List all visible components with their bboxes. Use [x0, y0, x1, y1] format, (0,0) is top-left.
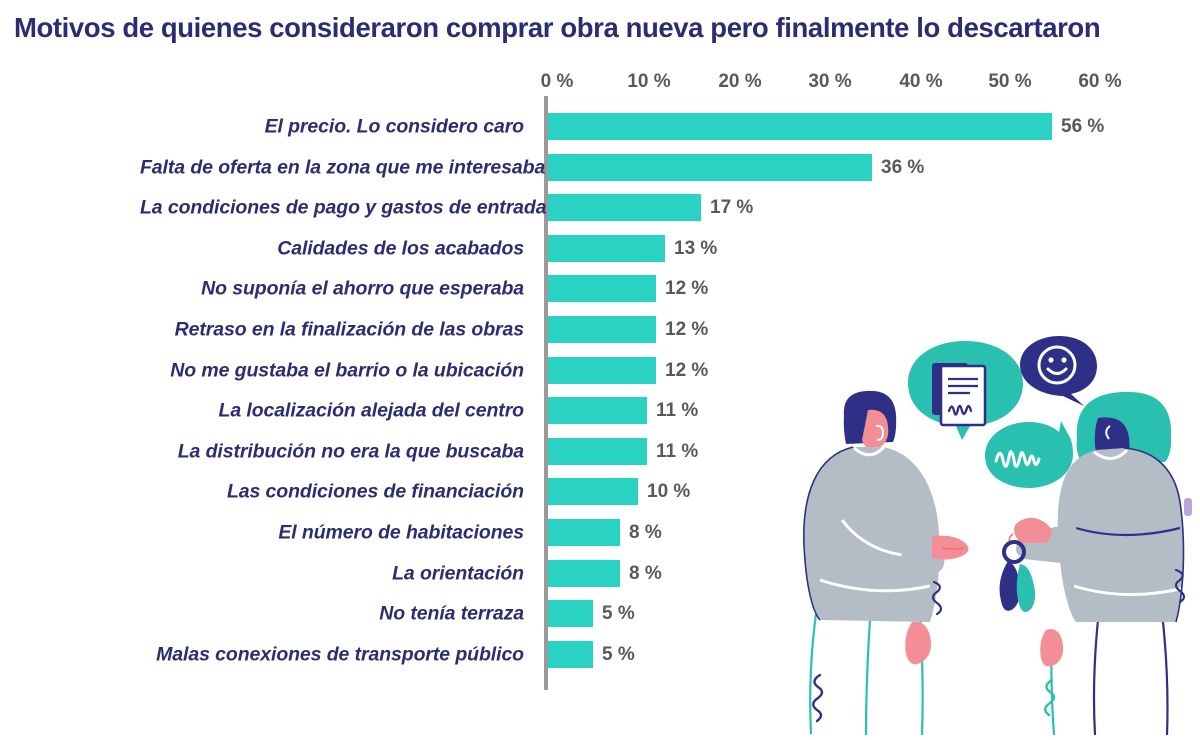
x-tick-0: 0 %: [540, 71, 574, 92]
bar-value-label: 56 %: [1061, 115, 1105, 137]
bar-category-label: La orientación: [392, 562, 524, 584]
bar-category-label: No suponía el ahorro que esperaba: [201, 277, 524, 299]
x-tick-10: 10 %: [627, 71, 671, 92]
bar: [548, 438, 647, 465]
page-title: Motivos de quienes consideraron comprar …: [14, 12, 1101, 43]
bar-value-label: 36 %: [881, 156, 925, 178]
bar-row: La distribución no era la que buscaba 11 …: [0, 438, 1200, 465]
bar: [548, 357, 656, 384]
bar-value-label: 10 %: [647, 480, 691, 502]
bar-value-label: 12 %: [665, 359, 709, 381]
house-keys-icon: [999, 540, 1036, 613]
bar-row: Falta de oferta en la zona que me intere…: [0, 154, 1200, 181]
person-right: [1008, 391, 1192, 736]
bar-category-label: Retraso en la finalización de las obras: [174, 318, 524, 340]
bar-value-label: 12 %: [665, 277, 709, 299]
bar-row: El precio. Lo considero caro 56 %: [0, 113, 1200, 140]
x-tick-20: 20 %: [718, 71, 762, 92]
two-people-handing-over-keys-illustration: [780, 330, 1200, 736]
bar-category-label: No me gustaba el barrio o la ubicación: [170, 359, 524, 381]
bar: [548, 275, 656, 302]
bar-category-label: La condiciones de pago y gastos de entra…: [140, 196, 547, 218]
bar-row: Calidades de los acabados 13 %: [0, 235, 1200, 262]
bar: [548, 600, 593, 627]
bar-row: La condiciones de pago y gastos de entra…: [0, 194, 1200, 221]
bar: [548, 641, 593, 668]
bar-value-label: 13 %: [674, 237, 718, 259]
speech-bubble-signature-icon: [985, 421, 1073, 488]
speech-bubble-smiley-icon: [1020, 336, 1097, 406]
bar-category-label: Calidades de los acabados: [277, 237, 524, 259]
x-tick-40: 40 %: [899, 71, 943, 92]
bar-value-label: 5 %: [602, 643, 635, 665]
bar: [548, 113, 1052, 140]
bar-value-label: 5 %: [602, 602, 635, 624]
bar-category-label: El número de habitaciones: [278, 521, 524, 543]
bar-value-label: 8 %: [629, 521, 662, 543]
bar: [548, 560, 620, 587]
bar-value-label: 12 %: [665, 318, 709, 340]
bar: [548, 194, 701, 221]
bar-category-label: La distribución no era la que buscaba: [177, 440, 524, 462]
y-axis-spine: [544, 96, 548, 690]
bar-category-label: Las condiciones de financiación: [226, 480, 524, 502]
bar-row: La orientación 8 %: [0, 560, 1200, 587]
x-tick-60: 60 %: [1078, 71, 1122, 92]
bar-category-label: No tenía terraza: [379, 602, 524, 624]
bar: [548, 316, 656, 343]
bar-value-label: 11 %: [656, 440, 699, 462]
bar: [548, 235, 665, 262]
person-left: [803, 390, 969, 736]
bar: [548, 478, 638, 505]
bar: [548, 397, 647, 424]
bar-category-label: Falta de oferta en la zona que me intere…: [140, 156, 546, 178]
bar-row: La localización alejada del centro 11 %: [0, 397, 1200, 424]
speech-bubble-contract-icon: [908, 341, 1023, 440]
bar-row: Las condiciones de financiación 10 %: [0, 478, 1200, 505]
x-tick-50: 50 %: [988, 71, 1032, 92]
bar: [548, 154, 872, 181]
x-tick-30: 30 %: [808, 71, 852, 92]
bar-category-label: Malas conexiones de transporte público: [156, 643, 524, 665]
bar-category-label: El precio. Lo considero caro: [264, 115, 525, 137]
bar-value-label: 17 %: [710, 196, 754, 218]
bar-category-label: La localización alejada del centro: [218, 399, 525, 421]
bar-value-label: 8 %: [629, 562, 662, 584]
bar-row: Malas conexiones de transporte público 5 …: [0, 641, 1200, 668]
bar-row: No me gustaba el barrio o la ubicación 12…: [0, 357, 1200, 384]
bar-row: No tenía terraza 5 %: [0, 600, 1200, 627]
bar: [548, 519, 620, 546]
bar-value-label: 11 %: [656, 399, 699, 421]
bar-row: Retraso en la finalización de las obras 1…: [0, 316, 1200, 343]
bar-row: No suponía el ahorro que esperaba 12 %: [0, 275, 1200, 302]
bar-row: El número de habitaciones 8 %: [0, 519, 1200, 546]
